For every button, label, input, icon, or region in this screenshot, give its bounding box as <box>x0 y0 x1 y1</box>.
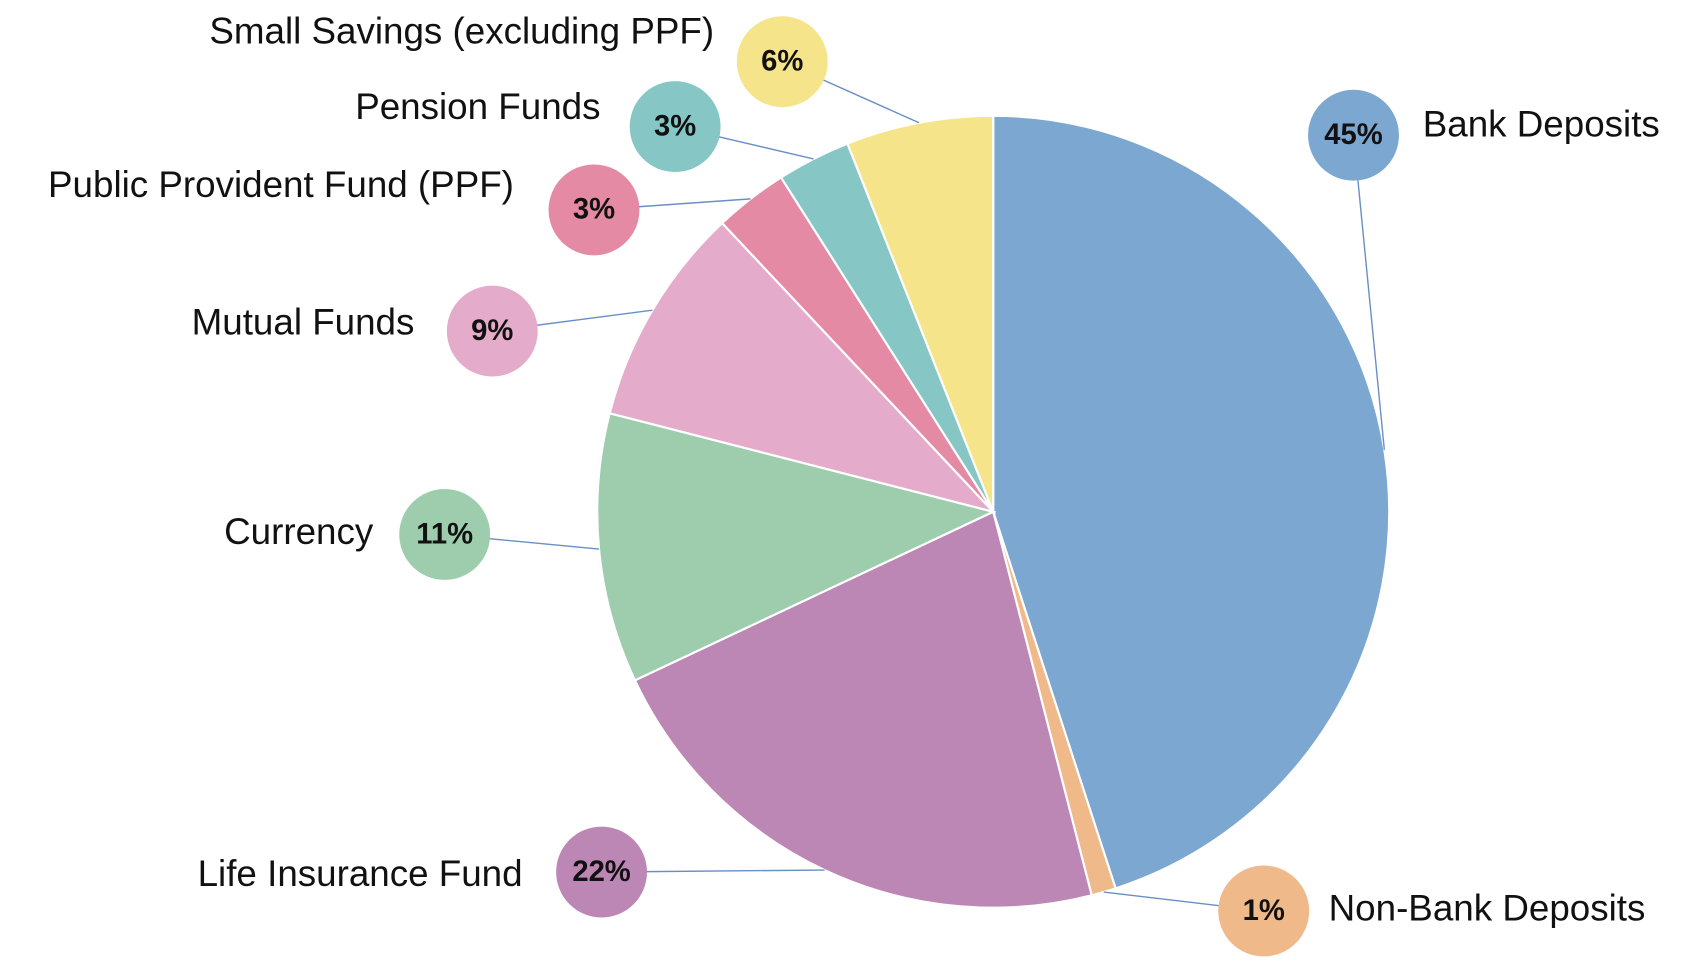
leader-line <box>1352 135 1386 450</box>
value-label: 22% <box>572 856 630 888</box>
value-label: 3% <box>573 194 615 226</box>
category-label: Life Insurance Fund <box>198 853 523 894</box>
label-bubble <box>548 164 640 256</box>
value-label: 6% <box>761 45 803 77</box>
category-label: Non-Bank Deposits <box>1329 888 1646 929</box>
label-bubble <box>1218 865 1310 957</box>
pie-slice <box>992 114 1391 890</box>
pie-slice <box>608 221 997 514</box>
label-bubble <box>736 16 828 108</box>
value-label: 3% <box>654 110 696 142</box>
value-label: 1% <box>1243 895 1285 927</box>
value-label: 11% <box>416 518 473 550</box>
value-label: 9% <box>471 315 513 347</box>
category-label: Bank Deposits <box>1423 103 1660 144</box>
value-label: 45% <box>1324 119 1382 151</box>
pie-slice <box>596 411 997 682</box>
label-bubble <box>446 285 538 377</box>
category-label: Currency <box>224 511 374 552</box>
category-label: Small Savings (excluding PPF) <box>209 10 714 51</box>
label-bubble <box>399 489 491 580</box>
label-bubble <box>629 81 721 173</box>
category-label: Pension Funds <box>355 86 600 127</box>
category-label: Public Provident Fund (PPF) <box>48 164 514 205</box>
category-label: Mutual Funds <box>192 301 415 342</box>
label-bubble <box>1308 89 1399 181</box>
label-bubble <box>556 826 648 918</box>
